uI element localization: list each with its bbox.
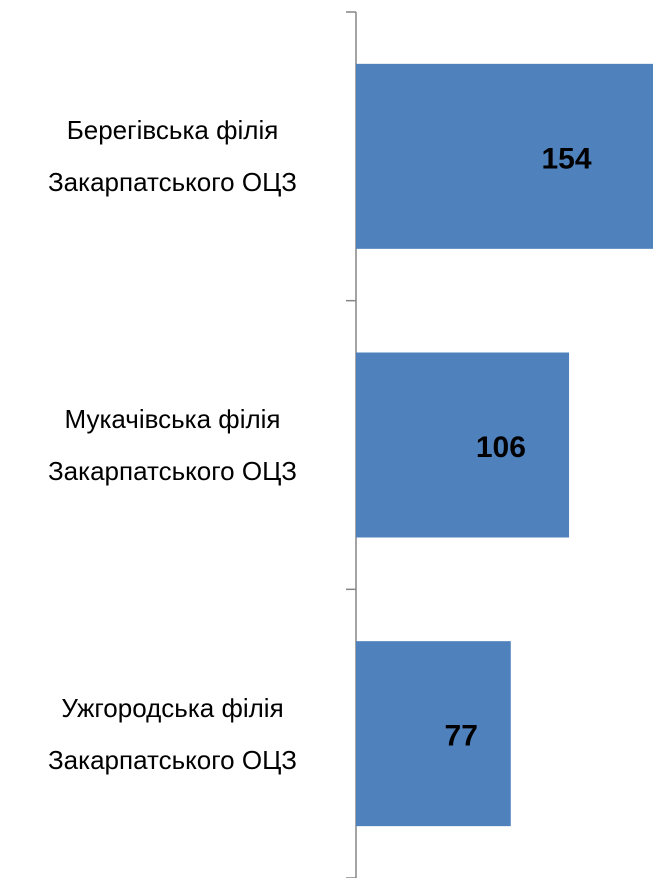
bar xyxy=(356,641,511,827)
value-label: 77 xyxy=(445,720,478,753)
value-label: 154 xyxy=(541,142,591,175)
category-label: Ужгородська філія Закарпатського ОЦЗ xyxy=(47,692,298,775)
category-label: Берегівська філія Закарпатського ОЦЗ xyxy=(47,115,298,198)
value-label: 106 xyxy=(476,431,526,464)
bar xyxy=(356,63,653,249)
category-label: Мукачівська філія Закарпатського ОЦЗ xyxy=(47,404,298,486)
bar xyxy=(356,352,570,538)
